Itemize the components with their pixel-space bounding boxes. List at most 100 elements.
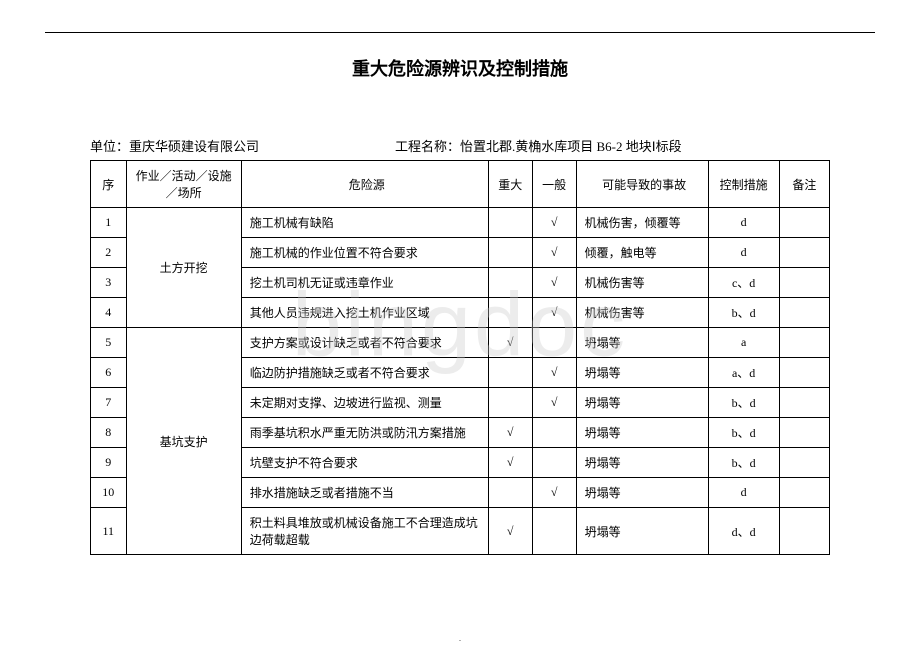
cell-accident: 坍塌等: [576, 418, 708, 448]
table-row: 5基坑支护支护方案或设计缺乏或者不符合要求√坍塌等a: [91, 328, 830, 358]
cell-seq: 11: [91, 508, 127, 555]
cell-hazard: 雨季基坑积水严重无防洪或防汛方案措施: [241, 418, 488, 448]
cell-accident: 倾覆，触电等: [576, 238, 708, 268]
meta-unit: 单位：重庆华硕建设有限公司: [90, 136, 395, 155]
cell-accident: 坍塌等: [576, 448, 708, 478]
cell-remark: [779, 358, 829, 388]
cell-measure: b、d: [708, 418, 779, 448]
cell-remark: [779, 448, 829, 478]
cell-hazard: 挖土机司机无证或违章作业: [241, 268, 488, 298]
cell-remark: [779, 418, 829, 448]
cell-measure: b、d: [708, 448, 779, 478]
cell-accident: 机械伤害等: [576, 268, 708, 298]
cell-measure: d: [708, 208, 779, 238]
cell-major: [488, 298, 532, 328]
header-hazard: 危险源: [241, 161, 488, 208]
header-general: 一般: [532, 161, 576, 208]
cell-seq: 5: [91, 328, 127, 358]
cell-hazard: 未定期对支撑、边坡进行监视、测量: [241, 388, 488, 418]
cell-general: √: [532, 358, 576, 388]
cell-general: √: [532, 238, 576, 268]
cell-seq: 1: [91, 208, 127, 238]
cell-measure: a: [708, 328, 779, 358]
cell-general: √: [532, 268, 576, 298]
cell-remark: [779, 508, 829, 555]
cell-major: [488, 478, 532, 508]
header-remark: 备注: [779, 161, 829, 208]
cell-accident: 坍塌等: [576, 388, 708, 418]
cell-measure: c、d: [708, 268, 779, 298]
cell-general: √: [532, 388, 576, 418]
page-top-border: [45, 32, 875, 33]
cell-remark: [779, 238, 829, 268]
cell-accident: 机械伤害，倾覆等: [576, 208, 708, 238]
project-value: 怡置北郡.黄桷水库项目 B6-2 地块Ⅰ标段: [460, 139, 682, 154]
project-label: 工程名称：: [395, 139, 460, 154]
cell-seq: 3: [91, 268, 127, 298]
cell-hazard: 支护方案或设计缺乏或者不符合要求: [241, 328, 488, 358]
cell-general: [532, 508, 576, 555]
cell-general: [532, 328, 576, 358]
cell-general: [532, 448, 576, 478]
cell-activity: 基坑支护: [126, 328, 241, 555]
cell-measure: a、d: [708, 358, 779, 388]
cell-general: √: [532, 298, 576, 328]
cell-measure: d: [708, 238, 779, 268]
cell-major: [488, 268, 532, 298]
cell-activity: 土方开挖: [126, 208, 241, 328]
cell-major: [488, 388, 532, 418]
cell-major: √: [488, 448, 532, 478]
cell-major: [488, 358, 532, 388]
header-seq: 序: [91, 161, 127, 208]
cell-measure: d: [708, 478, 779, 508]
cell-seq: 2: [91, 238, 127, 268]
cell-accident: 坍塌等: [576, 358, 708, 388]
cell-major: √: [488, 328, 532, 358]
meta-row: 单位：重庆华硕建设有限公司 工程名称：怡置北郡.黄桷水库项目 B6-2 地块Ⅰ标…: [60, 136, 860, 155]
cell-hazard: 其他人员违规进入挖土机作业区域: [241, 298, 488, 328]
cell-accident: 坍塌等: [576, 478, 708, 508]
cell-remark: [779, 388, 829, 418]
table-header-row: 序 作业／活动／设施／场所 危险源 重大 一般 可能导致的事故 控制措施 备注: [91, 161, 830, 208]
cell-accident: 坍塌等: [576, 328, 708, 358]
unit-value: 重庆华硕建设有限公司: [129, 139, 259, 154]
cell-hazard: 坑壁支护不符合要求: [241, 448, 488, 478]
table-wrapper: 序 作业／活动／设施／场所 危险源 重大 一般 可能导致的事故 控制措施 备注 …: [60, 160, 860, 555]
top-dot: .: [459, 26, 461, 35]
cell-remark: [779, 268, 829, 298]
cell-general: [532, 418, 576, 448]
cell-seq: 6: [91, 358, 127, 388]
cell-hazard: 施工机械的作业位置不符合要求: [241, 238, 488, 268]
header-accident: 可能导致的事故: [576, 161, 708, 208]
cell-remark: [779, 328, 829, 358]
header-activity: 作业／活动／设施／场所: [126, 161, 241, 208]
header-measure: 控制措施: [708, 161, 779, 208]
cell-general: √: [532, 208, 576, 238]
table-body: 1土方开挖施工机械有缺陷√机械伤害，倾覆等d2施工机械的作业位置不符合要求√倾覆…: [91, 208, 830, 555]
hazard-table: 序 作业／活动／设施／场所 危险源 重大 一般 可能导致的事故 控制措施 备注 …: [90, 160, 830, 555]
cell-major: √: [488, 418, 532, 448]
cell-general: √: [532, 478, 576, 508]
header-major: 重大: [488, 161, 532, 208]
cell-hazard: 施工机械有缺陷: [241, 208, 488, 238]
cell-seq: 4: [91, 298, 127, 328]
cell-remark: [779, 208, 829, 238]
cell-accident: 机械伤害等: [576, 298, 708, 328]
cell-hazard: 积土料具堆放或机械设备施工不合理造成坑边荷载超载: [241, 508, 488, 555]
page-title: 重大危险源辨识及控制措施: [60, 55, 860, 81]
unit-label: 单位：: [90, 139, 129, 154]
cell-remark: [779, 298, 829, 328]
cell-major: [488, 208, 532, 238]
cell-seq: 10: [91, 478, 127, 508]
cell-seq: 9: [91, 448, 127, 478]
meta-project: 工程名称：怡置北郡.黄桷水库项目 B6-2 地块Ⅰ标段: [395, 136, 860, 155]
table-row: 1土方开挖施工机械有缺陷√机械伤害，倾覆等d: [91, 208, 830, 238]
cell-accident: 坍塌等: [576, 508, 708, 555]
cell-remark: [779, 478, 829, 508]
cell-major: √: [488, 508, 532, 555]
cell-seq: 7: [91, 388, 127, 418]
cell-measure: d、d: [708, 508, 779, 555]
cell-measure: b、d: [708, 298, 779, 328]
cell-seq: 8: [91, 418, 127, 448]
cell-major: [488, 238, 532, 268]
